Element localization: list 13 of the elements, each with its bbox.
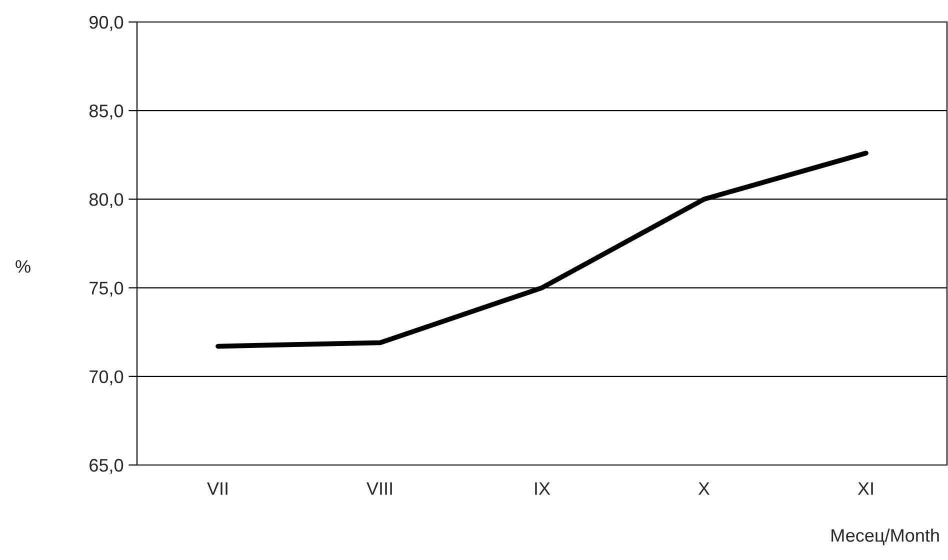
y-axis-title: % xyxy=(16,260,30,273)
x-tick-label: VII xyxy=(207,482,228,495)
y-tick-label: 90,0 xyxy=(90,16,124,31)
y-tick-label: 85,0 xyxy=(89,104,124,120)
x-tick-label: VIII xyxy=(366,482,392,495)
y-tick-label: 75,0 xyxy=(90,282,124,297)
x-tick-label: IX xyxy=(535,482,550,495)
y-tick-label: 70,0 xyxy=(90,370,124,386)
y-tick-label: 80,0 xyxy=(89,193,124,208)
x-tick-label: X xyxy=(698,482,710,495)
x-tick-label: XI xyxy=(858,482,873,495)
y-tick-label: 65,0 xyxy=(90,458,124,474)
x-axis-title: Месец/Month xyxy=(832,528,939,546)
